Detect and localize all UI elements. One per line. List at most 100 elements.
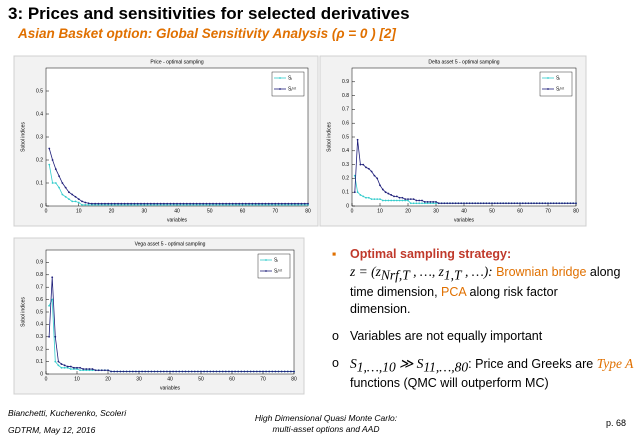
data-point [64,186,67,189]
text-run: functions (QMC will outperform MC) [350,376,549,390]
data-point [547,202,549,205]
data-point [187,370,190,373]
data-point [376,198,379,201]
data-point [544,202,547,205]
data-point [48,335,50,338]
data-point [398,196,401,199]
data-point [48,163,51,166]
data-point [429,200,432,203]
data-point [379,198,381,201]
legend-label: Sᵢᵗᵒᵗ [556,86,564,92]
data-point [274,202,277,205]
data-point [54,182,57,184]
data-point [159,202,162,205]
data-point [519,202,521,205]
data-point [179,202,182,205]
y-tick-label: 0.1 [36,180,43,186]
data-point [267,202,270,205]
data-point [566,202,569,205]
data-point [370,198,373,201]
data-point [153,202,155,205]
data-point [387,192,390,195]
data-point [140,202,142,205]
data-point [206,370,209,373]
data-point [84,201,87,204]
data-point [107,202,110,205]
data-point [225,202,228,205]
data-point [199,202,201,205]
y-tick-label: 0.8 [36,272,43,278]
text-run: time dimension, [350,284,442,299]
data-point [130,202,133,205]
data-point [530,202,533,205]
data-point [373,174,376,177]
data-point [84,203,87,206]
data-point [432,200,435,203]
data-point [387,199,390,202]
x-tick-label: 80 [305,208,311,214]
data-point [280,370,283,373]
data-point [64,195,67,198]
data-point [91,369,94,372]
data-point [264,202,267,205]
text-run: along [586,265,621,279]
data-point [443,202,446,205]
data-point [63,364,66,367]
y-tick-label: 0.7 [342,107,349,113]
data-point [144,370,147,373]
bullet-line: Variables are not equally important [350,328,635,345]
data-point [465,202,468,205]
y-tick-label: 0 [346,203,349,209]
data-point [429,202,432,205]
data-point [54,360,57,363]
y-axis-label: Sobol indices [20,122,26,152]
data-point [120,202,123,205]
x-tick-label: 40 [174,208,180,214]
data-point [575,202,577,205]
data-point [284,202,286,205]
data-point [297,202,300,205]
data-point [228,202,231,205]
data-point [409,198,412,201]
data-point [221,370,224,373]
data-point [136,202,139,205]
legend-marker [279,77,281,79]
data-point [393,195,395,198]
data-point [169,202,172,205]
y-tick-label: 0.1 [342,190,349,196]
data-point [423,200,426,203]
data-point [221,202,224,205]
data-point [143,202,146,205]
data-point [259,370,261,373]
data-point [373,198,376,201]
data-point [437,202,440,205]
y-tick-label: 0.3 [36,334,43,340]
plot-area [45,249,295,375]
data-point [69,368,72,370]
data-point [412,202,415,205]
data-point [271,202,273,205]
data-point [533,202,535,205]
data-point [203,370,206,373]
bullet: o S1,…,10 ≫ S11,…,80: Price and Greeks ar… [330,355,635,393]
data-point [477,202,479,205]
x-tick-label: 20 [109,208,115,214]
data-point [131,370,134,373]
data-point [200,370,202,373]
text-run: Type A [596,355,634,371]
data-point [356,191,359,194]
legend-label: Sᵢᵗᵒᵗ [274,268,282,274]
data-point [395,199,398,202]
data-point [61,193,64,196]
data-point [257,202,260,205]
text-run: z = (z [350,264,381,279]
data-point [195,202,198,205]
data-point [71,193,74,196]
y-tick-label: 0.5 [36,309,43,315]
data-point [234,370,237,373]
text-run: 1,…,10 [356,359,396,374]
data-point [493,202,496,205]
text-run: : Price and Greeks are [468,356,597,371]
